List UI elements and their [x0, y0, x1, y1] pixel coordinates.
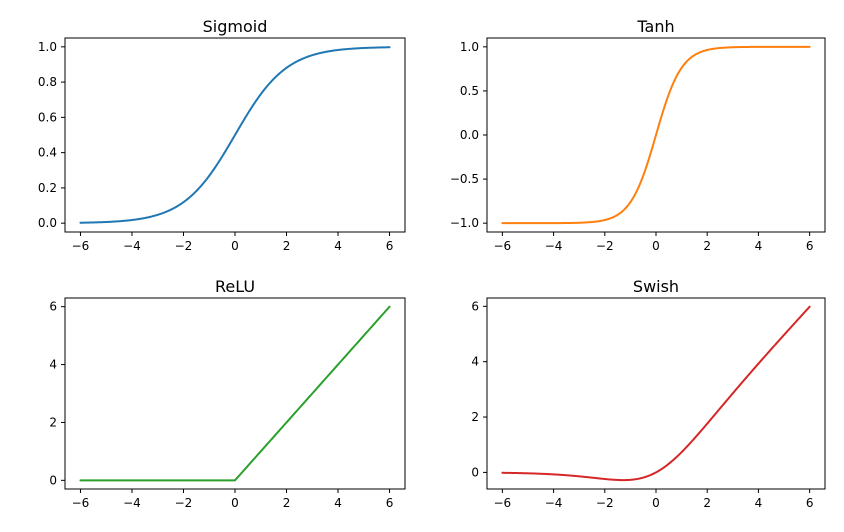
subplot-swish: Swish −6 −4 −2 0 2 4 6 0 2 4 6	[471, 277, 826, 510]
x-tick-label: 0	[231, 496, 239, 510]
y-tick-label: 0.0	[38, 216, 57, 230]
x-tick-label: −6	[494, 239, 512, 253]
y-tick-label: 0.4	[38, 146, 57, 160]
x-tick-label: 4	[755, 496, 763, 510]
y-tick-label: 4	[49, 358, 57, 372]
x-tick-label: −6	[72, 239, 90, 253]
y-tick-label: 0.8	[38, 75, 57, 89]
series-line-relu	[79, 305, 391, 482]
y-tick-label: 1.0	[460, 40, 479, 54]
x-tick-label: −4	[123, 239, 141, 253]
subplot-title: ReLU	[215, 277, 255, 296]
y-tick-label: 0.0	[460, 128, 479, 142]
x-tick-label: 4	[334, 496, 342, 510]
series-line-sigmoid	[79, 46, 391, 224]
x-tick-label: −2	[596, 496, 614, 510]
x-tick-label: −2	[596, 239, 614, 253]
x-tick-label: −4	[545, 496, 563, 510]
series-line-tanh	[501, 45, 811, 225]
subplot-title: Swish	[633, 277, 679, 296]
x-tick-label: 6	[806, 239, 814, 253]
y-tick-label: 0.5	[460, 84, 479, 98]
x-tick-label: −6	[494, 496, 512, 510]
x-tick-label: 4	[334, 239, 342, 253]
y-tick-label: 2	[471, 410, 479, 424]
y-tick-label: −0.5	[450, 172, 479, 186]
y-tick-label: 1.0	[38, 40, 57, 54]
subplot-sigmoid: Sigmoid −6 −4 −2 0 2 4 6 0.0 0.2 0.4 0.6 0.8 1.0	[38, 17, 406, 253]
x-tick-label: 2	[283, 496, 291, 510]
subplot-relu: ReLU −6 −4 −2 0 2 4 6 0 2 4 6	[49, 277, 406, 510]
axes-frame	[486, 297, 826, 490]
y-tick-label: 4	[471, 355, 479, 369]
subplot-grid: Sigmoid −6 −4 −2 0 2 4 6 0.0 0.2 0.4 0.6 0.8 1.0 Tanh −…	[38, 17, 826, 510]
subplot-title: Sigmoid	[203, 17, 268, 36]
x-tick-label: 0	[231, 239, 239, 253]
x-tick-label: 6	[806, 496, 814, 510]
x-tick-label: 2	[283, 239, 291, 253]
y-tick-label: 2	[49, 415, 57, 429]
subplot-tanh: Tanh −6 −4 −2 0 2 4 6 −1.0 −0.5 0.0 0.5 1.0	[450, 17, 826, 253]
axes-frame	[64, 297, 406, 490]
y-tick-label: 0.2	[38, 181, 57, 195]
x-tick-label: 0	[652, 239, 660, 253]
y-tick-label: −1.0	[450, 216, 479, 230]
x-tick-label: 2	[703, 496, 711, 510]
x-tick-label: 6	[386, 239, 394, 253]
x-tick-label: −4	[545, 239, 563, 253]
y-tick-label: 0.6	[38, 110, 57, 124]
x-tick-label: 0	[652, 496, 660, 510]
x-tick-label: −4	[123, 496, 141, 510]
x-tick-label: 2	[703, 239, 711, 253]
x-tick-label: −6	[72, 496, 90, 510]
y-tick-label: 6	[471, 299, 479, 313]
series-line-swish	[501, 305, 811, 482]
x-tick-label: −2	[175, 496, 193, 510]
x-tick-label: 6	[386, 496, 394, 510]
y-tick-label: 6	[49, 300, 57, 314]
x-tick-label: 4	[755, 239, 763, 253]
y-tick-label: 0	[471, 465, 479, 479]
subplot-title: Tanh	[636, 17, 674, 36]
x-tick-label: −2	[175, 239, 193, 253]
y-tick-label: 0	[49, 473, 57, 487]
